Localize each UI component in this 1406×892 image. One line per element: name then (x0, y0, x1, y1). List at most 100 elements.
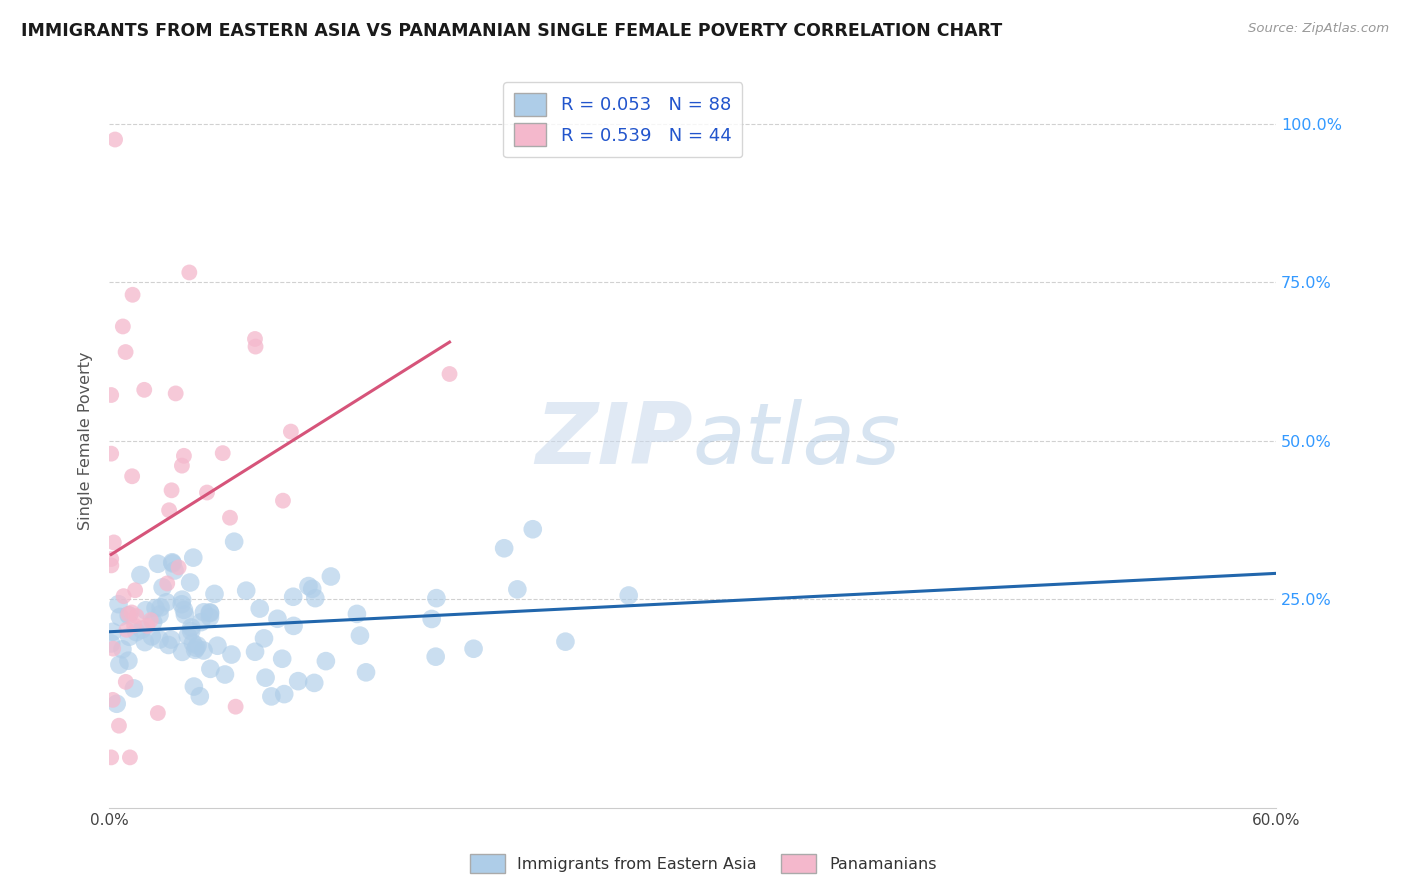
Point (163, 564, 186, 578)
Point (266, 612, 288, 626)
Point (112, 589, 135, 603)
Point (253, 632, 276, 646)
Point (134, 635, 156, 649)
Point (157, 638, 180, 652)
Point (108, 610, 131, 624)
Point (439, 367, 461, 381)
Point (179, 265, 201, 279)
Point (287, 674, 309, 689)
Point (425, 591, 447, 606)
Point (149, 600, 172, 615)
Point (297, 579, 319, 593)
Point (148, 607, 170, 622)
Point (617, 589, 640, 603)
Point (141, 629, 163, 643)
Point (211, 446, 233, 460)
Point (173, 603, 195, 617)
Point (118, 750, 141, 764)
Point (193, 643, 215, 657)
Point (283, 590, 305, 604)
Point (118, 608, 141, 623)
Point (142, 615, 165, 629)
Point (131, 623, 153, 637)
Point (100, 388, 122, 402)
Point (506, 582, 529, 597)
Point (271, 493, 294, 508)
Point (200, 662, 222, 676)
Point (146, 706, 169, 720)
Point (349, 629, 371, 643)
Point (114, 345, 136, 359)
Y-axis label: Single Female Poverty: Single Female Poverty (79, 351, 93, 530)
Point (204, 587, 226, 601)
Point (121, 287, 143, 301)
Point (170, 458, 193, 473)
Point (494, 541, 516, 556)
Point (235, 583, 257, 598)
Point (179, 575, 201, 590)
Point (280, 425, 302, 439)
Point (145, 601, 167, 615)
Point (302, 676, 325, 690)
Point (103, 535, 125, 549)
Text: Source: ZipAtlas.com: Source: ZipAtlas.com (1249, 22, 1389, 36)
Point (181, 636, 204, 650)
Point (221, 648, 243, 662)
Text: ZIP: ZIP (534, 399, 693, 482)
Point (111, 642, 134, 657)
Point (165, 386, 187, 401)
Point (177, 629, 200, 643)
Point (198, 610, 221, 624)
Point (135, 603, 157, 617)
Point (420, 612, 443, 626)
Point (155, 595, 177, 609)
Point (225, 699, 247, 714)
Point (117, 607, 139, 622)
Point (187, 639, 209, 653)
Point (100, 558, 122, 573)
Point (152, 580, 174, 594)
Point (172, 592, 194, 607)
Point (114, 674, 136, 689)
Text: IMMIGRANTS FROM EASTERN ASIA VS PANAMANIAN SINGLE FEMALE POVERTY CORRELATION CHA: IMMIGRANTS FROM EASTERN ASIA VS PANAMANI… (21, 22, 1002, 40)
Point (146, 557, 169, 571)
Point (173, 449, 195, 463)
Point (121, 606, 143, 620)
Legend: R = 0.053   N = 88, R = 0.539   N = 44: R = 0.053 N = 88, R = 0.539 N = 44 (503, 82, 742, 157)
Point (129, 568, 152, 582)
Point (283, 619, 305, 633)
Point (108, 719, 131, 733)
Point (156, 576, 179, 591)
Point (186, 640, 208, 655)
Point (100, 636, 122, 650)
Point (108, 657, 131, 672)
Point (101, 641, 124, 656)
Point (198, 606, 221, 620)
Point (160, 483, 183, 498)
Point (107, 597, 129, 611)
Point (190, 615, 212, 629)
Point (183, 680, 205, 694)
Point (122, 681, 145, 696)
Point (188, 690, 211, 704)
Point (122, 618, 145, 632)
Point (100, 552, 122, 566)
Point (117, 654, 139, 668)
Point (219, 510, 242, 524)
Point (273, 687, 295, 701)
Point (184, 643, 207, 657)
Point (162, 557, 184, 571)
Point (554, 634, 576, 648)
Point (195, 485, 218, 500)
Point (260, 690, 283, 704)
Point (254, 671, 277, 685)
Point (180, 624, 202, 639)
Point (180, 620, 202, 634)
Point (111, 319, 134, 334)
Point (139, 613, 162, 627)
Point (124, 583, 146, 598)
Point (134, 383, 156, 397)
Point (207, 639, 229, 653)
Point (522, 522, 544, 536)
Point (224, 534, 246, 549)
